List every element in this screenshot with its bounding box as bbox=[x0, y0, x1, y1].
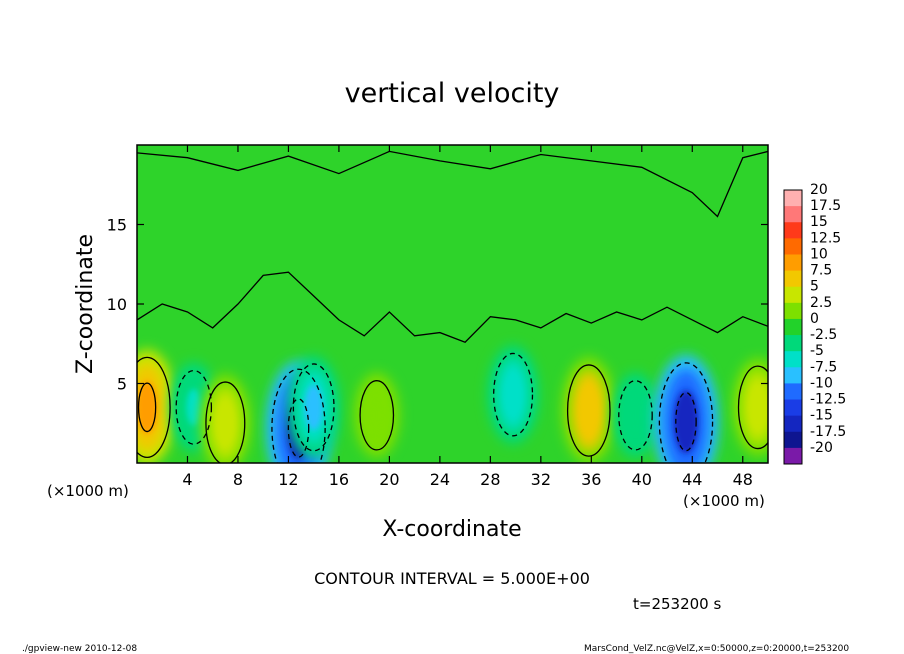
colorbar-label: 15 bbox=[810, 214, 828, 230]
colorbar: 2017.51512.5107.552.50-2.5-5-7.5-10-12.5… bbox=[783, 182, 846, 465]
x-tick-label: 44 bbox=[682, 470, 702, 489]
colorbar-label: -20 bbox=[810, 440, 833, 456]
colorbar-swatch bbox=[784, 302, 802, 320]
y-axis: 5 10 15 bbox=[107, 216, 768, 394]
colorbar-swatch bbox=[784, 447, 802, 465]
colorbar-label: -2.5 bbox=[810, 327, 837, 343]
colorbar-swatch bbox=[784, 286, 802, 304]
colorbar-label: 10 bbox=[810, 247, 828, 263]
footer-left: ./gpview-new 2010-12-08 bbox=[22, 644, 137, 654]
colorbar-swatch bbox=[784, 270, 802, 288]
contour-interval-text: CONTOUR INTERVAL = 5.000E+00 bbox=[314, 569, 590, 588]
contour-4 bbox=[292, 363, 335, 452]
colorbar-swatch bbox=[784, 367, 802, 384]
x-tick-label: 20 bbox=[379, 470, 399, 489]
contour-inner-9 bbox=[675, 391, 697, 452]
colorbar-label: 7.5 bbox=[810, 263, 832, 279]
contour-lines bbox=[137, 150, 768, 463]
feature-updraft-2 bbox=[199, 374, 251, 463]
x-unit-label-left: (×1000 m) bbox=[47, 482, 129, 500]
contour-7 bbox=[566, 364, 611, 457]
colorbar-label: -7.5 bbox=[810, 359, 837, 375]
contour-6 bbox=[493, 352, 534, 437]
x-tick-label: 48 bbox=[733, 470, 753, 489]
colorbar-label: 20 bbox=[810, 182, 828, 198]
contour-10 bbox=[737, 365, 768, 450]
y-tick-label: 15 bbox=[107, 216, 127, 235]
x-tick-label: 4 bbox=[182, 470, 192, 489]
colorbar-swatch bbox=[784, 431, 802, 449]
contour-inner-3 bbox=[287, 398, 310, 458]
x-tick-label: 28 bbox=[480, 470, 500, 489]
colorbar-label: 17.5 bbox=[810, 198, 841, 214]
colorbar-label: -12.5 bbox=[810, 392, 846, 408]
plot-area bbox=[137, 145, 768, 463]
colorbar-label: 2.5 bbox=[810, 295, 832, 311]
colorbar-swatch bbox=[784, 399, 802, 417]
zero-contour-top bbox=[137, 150, 768, 218]
colorbar-swatch bbox=[784, 238, 802, 255]
y-tick-label: 5 bbox=[117, 375, 127, 394]
footer-right: MarsCond_VelZ.nc@VelZ,x=0:50000,z=0:2000… bbox=[584, 644, 849, 654]
feature-updraft-7 bbox=[561, 356, 616, 463]
colorbar-label: 12.5 bbox=[810, 230, 841, 246]
contour-3 bbox=[271, 368, 326, 463]
contour-1 bbox=[175, 369, 213, 445]
feature-downdraft-8 bbox=[612, 372, 659, 458]
colorbar-swatch bbox=[784, 318, 802, 336]
x-tick-label: 32 bbox=[531, 470, 551, 489]
feature-updraft-0 bbox=[137, 349, 177, 463]
colorbar-swatch bbox=[784, 351, 802, 368]
feature-updraft-5 bbox=[354, 372, 400, 458]
colorbar-swatch bbox=[784, 206, 802, 223]
x-tick-label: 40 bbox=[632, 470, 652, 489]
colorbar-label: -17.5 bbox=[810, 424, 846, 440]
contour-8 bbox=[618, 380, 653, 451]
colorbar-swatch bbox=[784, 222, 802, 239]
contour-5 bbox=[359, 380, 395, 451]
chart-title: vertical velocity bbox=[345, 78, 560, 109]
x-axis: 4 8 12 16 20 24 28 32 36 40 44 48 bbox=[182, 145, 753, 489]
contour-9 bbox=[658, 362, 714, 463]
x-tick-label: 8 bbox=[233, 470, 243, 489]
time-text: t=253200 s bbox=[633, 595, 721, 613]
x-tick-label: 16 bbox=[329, 470, 349, 489]
zero-contour-mid bbox=[137, 271, 768, 343]
contour-2 bbox=[205, 381, 246, 463]
feature-downdraft-9 bbox=[653, 354, 719, 463]
y-tick-label: 10 bbox=[107, 295, 127, 314]
colorbar-label: -5 bbox=[810, 343, 824, 359]
contour-0 bbox=[137, 356, 171, 458]
colorbar-swatch bbox=[784, 383, 802, 401]
x-tick-label: 36 bbox=[581, 470, 601, 489]
colorbar-frame bbox=[783, 189, 803, 465]
feature-downdraft-6 bbox=[487, 345, 539, 444]
x-unit-label-right: (×1000 m) bbox=[683, 492, 765, 510]
colorbar-swatch bbox=[784, 335, 802, 352]
x-tick-label: 24 bbox=[430, 470, 450, 489]
colorbar-swatch bbox=[784, 254, 802, 272]
x-tick-label: 12 bbox=[278, 470, 298, 489]
colorbar-label: 0 bbox=[810, 311, 819, 327]
feature-updraft-10 bbox=[732, 358, 768, 457]
colorbar-label: -10 bbox=[810, 375, 833, 391]
x-axis-label: X-coordinate bbox=[382, 517, 521, 542]
colorbar-label: -15 bbox=[810, 408, 833, 424]
colorbar-swatch bbox=[784, 415, 802, 433]
y-axis-label: Z-coordinate bbox=[73, 234, 98, 374]
colorbar-label: 5 bbox=[810, 279, 819, 295]
contour-inner-0 bbox=[137, 382, 157, 433]
feature-downdraft-4 bbox=[287, 355, 340, 459]
colorbar-swatch bbox=[784, 190, 802, 207]
